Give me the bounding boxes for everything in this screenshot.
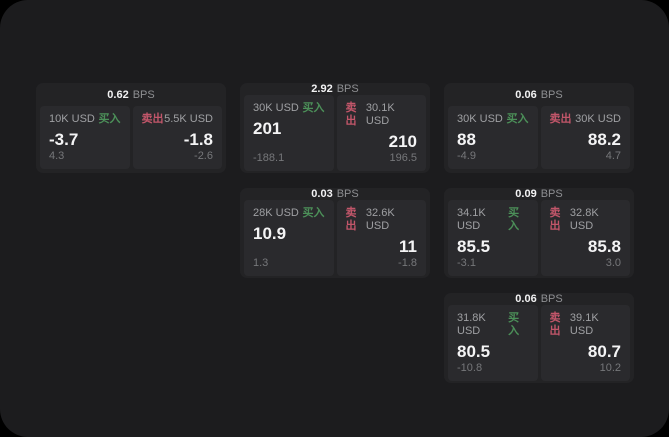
sell-change: 10.2 — [599, 362, 621, 374]
sell-panel[interactable]: 卖出 30K USD 88.2 4.7 — [540, 106, 630, 169]
bps-value: 0.06 — [515, 88, 537, 101]
sell-price: 210 — [388, 132, 417, 151]
sell-label: 卖出 — [549, 207, 561, 232]
buy-label: 买入 — [98, 113, 121, 125]
bps-unit-label: BPS — [540, 88, 563, 101]
quote-grid: 0.62 BPS 10K USD 买入 -3.7 4.3 卖出 5.5K USD — [36, 83, 634, 383]
sell-amount: 32.6K USD — [365, 207, 395, 232]
sell-panel[interactable]: 卖出 32.8K USD 85.8 3.0 — [540, 200, 630, 276]
buy-label: 买入 — [302, 207, 325, 219]
sell-panel[interactable]: 卖出 30.1K USD 210 196.5 — [336, 95, 426, 171]
sell-panel[interactable]: 卖出 5.5K USD -1.8 -2.6 — [132, 106, 222, 169]
buy-label: 买入 — [302, 102, 325, 114]
bps-value: 0.03 — [311, 188, 333, 200]
bps-value: 2.92 — [311, 83, 333, 95]
buy-change: -4.9 — [457, 150, 476, 162]
panels: 31.8K USD 买入 80.5 -10.8 卖出 39.1K USD 80.… — [444, 305, 634, 383]
sell-change: 3.0 — [605, 257, 621, 269]
buy-panel[interactable]: 10K USD 买入 -3.7 4.3 — [40, 106, 130, 169]
sell-change: -1.8 — [398, 257, 417, 269]
buy-panel[interactable]: 30K USD 买入 88 -4.9 — [448, 106, 538, 169]
quote-card-2: 2.92 BPS 30K USD 买入 201 -188.1 卖出 30.1K … — [240, 83, 430, 173]
buy-amount: 30K USD — [253, 102, 299, 114]
sell-label: 卖出 — [345, 207, 357, 232]
sell-change: 196.5 — [389, 152, 417, 164]
sell-price: -1.8 — [183, 130, 213, 149]
bps-value: 0.06 — [515, 293, 537, 305]
sell-label: 卖出 — [549, 113, 572, 125]
sell-price: 80.7 — [587, 342, 621, 361]
sell-price: 11 — [399, 237, 417, 256]
bps-value: 0.62 — [107, 88, 129, 101]
buy-label: 买入 — [508, 207, 520, 232]
sell-price: 85.8 — [587, 237, 621, 256]
panels: 28K USD 买入 10.9 1.3 卖出 32.6K USD 11 -1.8 — [240, 200, 430, 278]
buy-change: 1.3 — [253, 257, 269, 269]
sell-amount: 32.8K USD — [569, 207, 599, 232]
sell-label: 卖出 — [549, 312, 561, 337]
sell-amount: 30.1K USD — [365, 102, 395, 127]
sell-price: 88.2 — [587, 130, 621, 149]
quote-card-5: 0.09 BPS 34.1K USD 买入 85.5 -3.1 卖出 32.8K… — [444, 188, 634, 278]
buy-panel[interactable]: 28K USD 买入 10.9 1.3 — [244, 200, 334, 276]
buy-amount: 31.8K USD — [457, 312, 486, 337]
sell-amount: 39.1K USD — [569, 312, 599, 337]
buy-label: 买入 — [508, 312, 520, 337]
bps-unit-label: BPS — [132, 88, 155, 101]
buy-amount: 30K USD — [457, 113, 503, 125]
buy-panel[interactable]: 34.1K USD 买入 85.5 -3.1 — [448, 200, 538, 276]
bps-header: 2.92 BPS — [240, 83, 430, 95]
buy-price: 80.5 — [457, 342, 491, 361]
bps-header: 0.09 BPS — [444, 188, 634, 200]
buy-price: 201 — [253, 119, 282, 138]
sell-change: -2.6 — [194, 150, 213, 162]
buy-change: -188.1 — [253, 152, 285, 164]
buy-price: 88 — [457, 130, 476, 149]
buy-price: -3.7 — [49, 130, 79, 149]
sell-label: 卖出 — [345, 102, 357, 127]
buy-price: 85.5 — [457, 237, 491, 256]
sell-panel[interactable]: 卖出 39.1K USD 80.7 10.2 — [540, 305, 630, 381]
quote-card-3: 0.06 BPS 30K USD 买入 88 -4.9 卖出 30K USD — [444, 83, 634, 173]
panels: 34.1K USD 买入 85.5 -3.1 卖出 32.8K USD 85.8… — [444, 200, 634, 278]
bps-unit-label: BPS — [336, 83, 359, 95]
buy-change: -10.8 — [457, 362, 483, 374]
bps-header: 0.06 BPS — [444, 83, 634, 106]
quote-card-1: 0.62 BPS 10K USD 买入 -3.7 4.3 卖出 5.5K USD — [36, 83, 226, 173]
buy-amount: 34.1K USD — [457, 207, 486, 232]
sell-panel[interactable]: 卖出 32.6K USD 11 -1.8 — [336, 200, 426, 276]
panels: 30K USD 买入 201 -188.1 卖出 30.1K USD 210 1… — [240, 95, 430, 173]
panels: 30K USD 买入 88 -4.9 卖出 30K USD 88.2 4.7 — [444, 106, 634, 173]
bps-header: 0.62 BPS — [36, 83, 226, 106]
panels: 10K USD 买入 -3.7 4.3 卖出 5.5K USD -1.8 -2.… — [36, 106, 226, 173]
buy-change: -3.1 — [457, 257, 476, 269]
buy-change: 4.3 — [49, 150, 65, 162]
quote-card-4: 0.03 BPS 28K USD 买入 10.9 1.3 卖出 32.6K US… — [240, 188, 430, 278]
buy-price: 10.9 — [253, 224, 287, 243]
bps-header: 0.06 BPS — [444, 293, 634, 305]
buy-panel[interactable]: 31.8K USD 买入 80.5 -10.8 — [448, 305, 538, 381]
buy-amount: 10K USD — [49, 113, 95, 125]
quote-card-6: 0.06 BPS 31.8K USD 买入 80.5 -10.8 卖出 39.1… — [444, 293, 634, 383]
sell-label: 卖出 — [141, 113, 164, 125]
buy-panel[interactable]: 30K USD 买入 201 -188.1 — [244, 95, 334, 171]
sell-amount: 30K USD — [575, 113, 621, 125]
bps-unit-label: BPS — [336, 188, 359, 200]
buy-label: 买入 — [506, 113, 529, 125]
sell-amount: 5.5K USD — [164, 113, 213, 125]
bps-header: 0.03 BPS — [240, 188, 430, 200]
bps-unit-label: BPS — [540, 293, 563, 305]
sell-change: 4.7 — [605, 150, 621, 162]
bps-value: 0.09 — [515, 188, 537, 200]
bps-unit-label: BPS — [540, 188, 563, 200]
buy-amount: 28K USD — [253, 207, 299, 219]
